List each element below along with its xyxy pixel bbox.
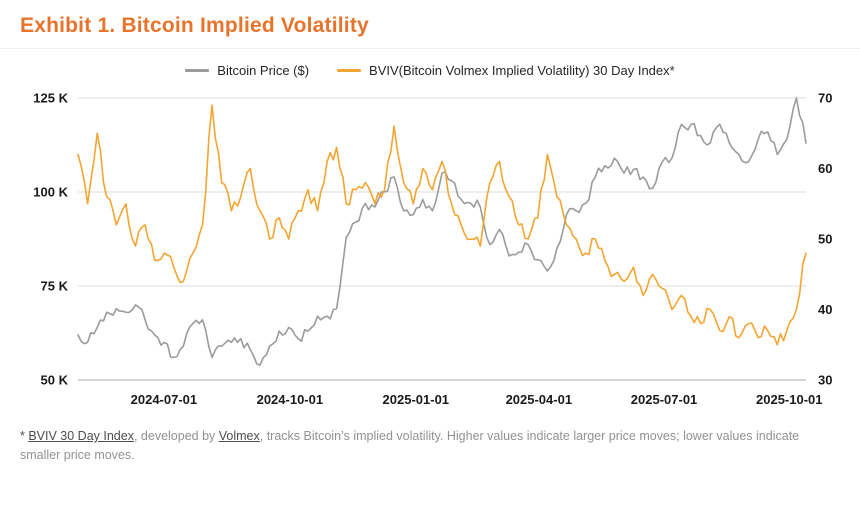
y-axis-left-tick-label: 50 K [41, 373, 69, 388]
footnote-link-bviv-index[interactable]: BVIV 30 Day Index [28, 429, 134, 443]
y-axis-left-tick-label: 125 K [33, 91, 68, 106]
legend-label-bitcoin-price: Bitcoin Price ($) [217, 63, 310, 78]
bitcoin-price-line-swatch [185, 69, 210, 72]
y-axis-right-tick-label: 60 [818, 161, 832, 176]
bviv-line [77, 104, 807, 346]
legend-item-bviv: BVIV(Bitcoin Volmex Implied Volatility) … [337, 63, 675, 78]
footnote-asterisk: * [20, 429, 29, 443]
y-axis-left-tick-label: 100 K [33, 185, 68, 200]
y-axis-right-tick-label: 70 [818, 91, 832, 106]
footnote-text-mid: , developed by [133, 429, 219, 443]
x-axis-tick-label: 2025-10-01 [756, 392, 823, 407]
volatility-chart: 125 K 100 K 75 K 50 K 70 60 50 40 30 2024-07-01 20… [33, 91, 832, 408]
footnote-link-volmex[interactable]: Volmex [218, 429, 260, 443]
y-axis-left-tick-label: 75 K [41, 279, 69, 294]
exhibit-title: Exhibit 1. Bitcoin Implied Volatility [20, 14, 369, 37]
footnote: * BVIV 30 Day Index, developed by Volmex… [20, 427, 840, 466]
bitcoin-price-line [77, 97, 807, 366]
legend-label-bviv: BVIV(Bitcoin Volmex Implied Volatility) … [369, 63, 675, 78]
y-axis-right-tick-label: 40 [818, 302, 832, 317]
x-axis-tick-label: 2025-01-01 [383, 392, 450, 407]
bviv-line-swatch [337, 69, 362, 72]
title-divider [0, 48, 860, 49]
x-axis-tick-label: 2025-04-01 [506, 392, 573, 407]
footnote-text-rest: , tracks Bitcoin’s implied volatility. H… [20, 429, 800, 463]
y-axis-right-tick-label: 30 [818, 373, 832, 388]
chart-legend: Bitcoin Price ($) BVIV(Bitcoin Volmex Im… [0, 63, 860, 78]
y-axis-right-tick-label: 50 [818, 232, 832, 247]
legend-item-bitcoin-price: Bitcoin Price ($) [185, 63, 309, 78]
x-axis-tick-label: 2025-07-01 [631, 392, 698, 407]
x-axis-tick-label: 2024-10-01 [257, 392, 324, 407]
x-axis-tick-label: 2024-07-01 [131, 392, 198, 407]
